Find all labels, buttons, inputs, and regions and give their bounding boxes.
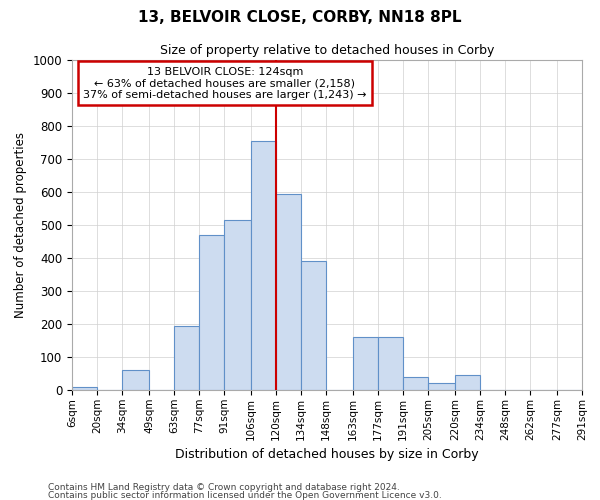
Bar	[353, 337, 378, 390]
Bar	[455, 375, 480, 390]
Bar	[251, 141, 276, 390]
Bar	[224, 220, 251, 390]
Bar	[174, 326, 199, 390]
Bar	[122, 370, 149, 390]
X-axis label: Distribution of detached houses by size in Corby: Distribution of detached houses by size …	[175, 448, 479, 461]
Bar	[301, 262, 326, 390]
Y-axis label: Number of detached properties: Number of detached properties	[14, 132, 27, 318]
Bar	[428, 384, 455, 390]
Title: Size of property relative to detached houses in Corby: Size of property relative to detached ho…	[160, 44, 494, 58]
Text: 13 BELVOIR CLOSE: 124sqm
← 63% of detached houses are smaller (2,158)
37% of sem: 13 BELVOIR CLOSE: 124sqm ← 63% of detach…	[83, 66, 367, 100]
Bar	[199, 235, 224, 390]
Text: 13, BELVOIR CLOSE, CORBY, NN18 8PL: 13, BELVOIR CLOSE, CORBY, NN18 8PL	[138, 10, 462, 25]
Text: Contains HM Land Registry data © Crown copyright and database right 2024.: Contains HM Land Registry data © Crown c…	[48, 484, 400, 492]
Bar	[276, 194, 301, 390]
Bar	[378, 337, 403, 390]
Bar	[403, 377, 428, 390]
Text: Contains public sector information licensed under the Open Government Licence v3: Contains public sector information licen…	[48, 490, 442, 500]
Bar	[72, 386, 97, 390]
